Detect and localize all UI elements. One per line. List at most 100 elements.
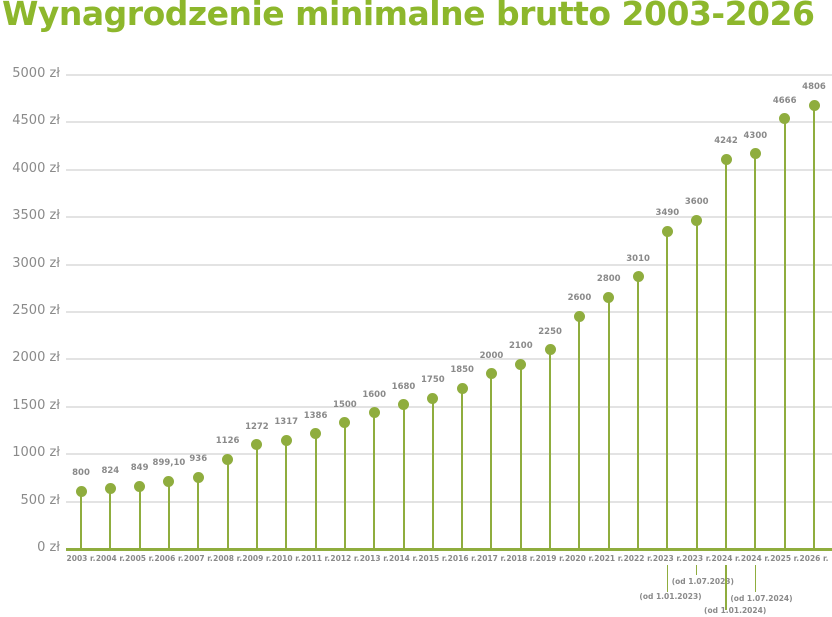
- y-tick-label: 1000 zł: [12, 445, 60, 461]
- value-label: 4300: [743, 130, 768, 141]
- x-tick-label: 2018 r.: [506, 554, 536, 563]
- stem: [783, 118, 786, 549]
- value-label: 3010: [626, 253, 650, 264]
- value-label: 2100: [508, 341, 533, 352]
- stem: [402, 404, 405, 549]
- value-label: 899,10: [152, 458, 186, 468]
- x-tick-label: 2020 r.: [564, 554, 594, 563]
- x-tick-label: 2012 r.: [330, 554, 360, 563]
- value-label: 936: [189, 454, 208, 465]
- x-tick-label: 2019 r.: [535, 554, 565, 563]
- value-label: 1317: [274, 417, 299, 428]
- gridline: [66, 405, 832, 408]
- x-tick-label: 2003 r.: [66, 554, 96, 563]
- x-tick-label: 2014 r.: [389, 554, 418, 563]
- data-point: [573, 310, 585, 322]
- value-label: 800: [72, 468, 90, 479]
- data-point: [398, 399, 410, 411]
- stem: [314, 433, 317, 549]
- stem: [813, 105, 815, 549]
- stem: [373, 412, 376, 549]
- data-point: [691, 214, 703, 226]
- x-tick-label: 2011 r.: [301, 554, 331, 563]
- data-point: [163, 475, 175, 487]
- annotation-label: (od 1.01.2024): [704, 606, 767, 615]
- stem: [519, 364, 522, 549]
- data-point: [456, 382, 468, 394]
- value-label: 1500: [333, 399, 357, 410]
- annotation-tick: [666, 565, 669, 592]
- gridline: [66, 263, 832, 266]
- gridline: [66, 500, 832, 503]
- data-point: [75, 485, 87, 497]
- y-tick-label: 4000 zł: [12, 160, 60, 176]
- data-point: [192, 471, 204, 483]
- y-tick-label: 1500 zł: [12, 397, 60, 413]
- stem: [695, 220, 698, 549]
- chart-title: Wynagrodzenie minimalne brutto 2003-2026: [2, 0, 815, 33]
- y-tick-label: 4500 zł: [12, 113, 60, 129]
- value-label: 3490: [655, 208, 680, 219]
- x-tick-label: 2023 r.: [682, 554, 712, 563]
- y-tick-label: 0 zł: [37, 540, 60, 555]
- y-tick-label: 3000 zł: [12, 255, 60, 271]
- gridline: [66, 311, 832, 313]
- data-point: [779, 113, 791, 125]
- value-label: 4666: [772, 95, 797, 106]
- data-point: [310, 428, 322, 440]
- data-point: [720, 153, 732, 165]
- data-point: [808, 99, 820, 111]
- value-label: 1386: [303, 410, 328, 421]
- x-tick-label: 2023 r.: [652, 554, 682, 563]
- annotation-label: (od 1.07.2023): [671, 577, 734, 586]
- x-tick-label: 2008 r.: [213, 554, 243, 563]
- value-label: 2250: [538, 326, 562, 337]
- value-label: 849: [130, 463, 149, 473]
- gridline: [66, 74, 832, 76]
- x-tick-label: 2025 r.: [770, 554, 800, 563]
- value-label: 1126: [215, 436, 240, 446]
- stem: [255, 444, 258, 549]
- data-point: [222, 453, 234, 465]
- stem: [549, 349, 552, 549]
- stem: [167, 481, 170, 549]
- value-label: 2800: [596, 274, 621, 285]
- stem: [637, 276, 640, 549]
- data-point: [134, 480, 146, 492]
- stem: [490, 373, 493, 549]
- data-point: [485, 368, 497, 380]
- data-point: [661, 225, 673, 237]
- value-label: 824: [101, 465, 120, 476]
- data-point: [251, 439, 263, 451]
- stem: [666, 231, 669, 549]
- data-point: [515, 358, 527, 370]
- y-tick-label: 3500 zł: [12, 208, 60, 224]
- stem: [343, 422, 346, 549]
- gridline: [66, 168, 832, 171]
- stem: [285, 440, 288, 549]
- x-tick-label: 2005 r.: [125, 554, 155, 563]
- stem: [226, 459, 229, 549]
- stem: [138, 486, 141, 549]
- x-tick-label: 2016 r.: [447, 554, 477, 563]
- value-label: 2000: [479, 350, 504, 361]
- value-label: 1600: [362, 389, 387, 400]
- y-tick-label: 2000 zł: [12, 350, 60, 366]
- x-tick-label: 2026 r.: [799, 554, 829, 563]
- gridline: [66, 216, 832, 219]
- data-point: [339, 417, 351, 429]
- annotation-tick: [754, 565, 757, 592]
- data-point: [104, 483, 116, 495]
- data-point: [427, 392, 439, 404]
- x-tick-label: 2022 r.: [623, 554, 653, 563]
- x-tick-label: 2013 r.: [359, 554, 389, 563]
- stem: [754, 153, 757, 549]
- value-label: 1680: [391, 381, 416, 392]
- gridline: [66, 358, 832, 361]
- x-tick-label: 2010 r.: [271, 554, 301, 563]
- value-label: 1750: [420, 375, 445, 386]
- x-tick-label: 2021 r.: [594, 554, 624, 563]
- y-tick-label: 2500 zł: [12, 303, 60, 318]
- data-point: [544, 344, 556, 356]
- value-label: 2600: [567, 293, 592, 304]
